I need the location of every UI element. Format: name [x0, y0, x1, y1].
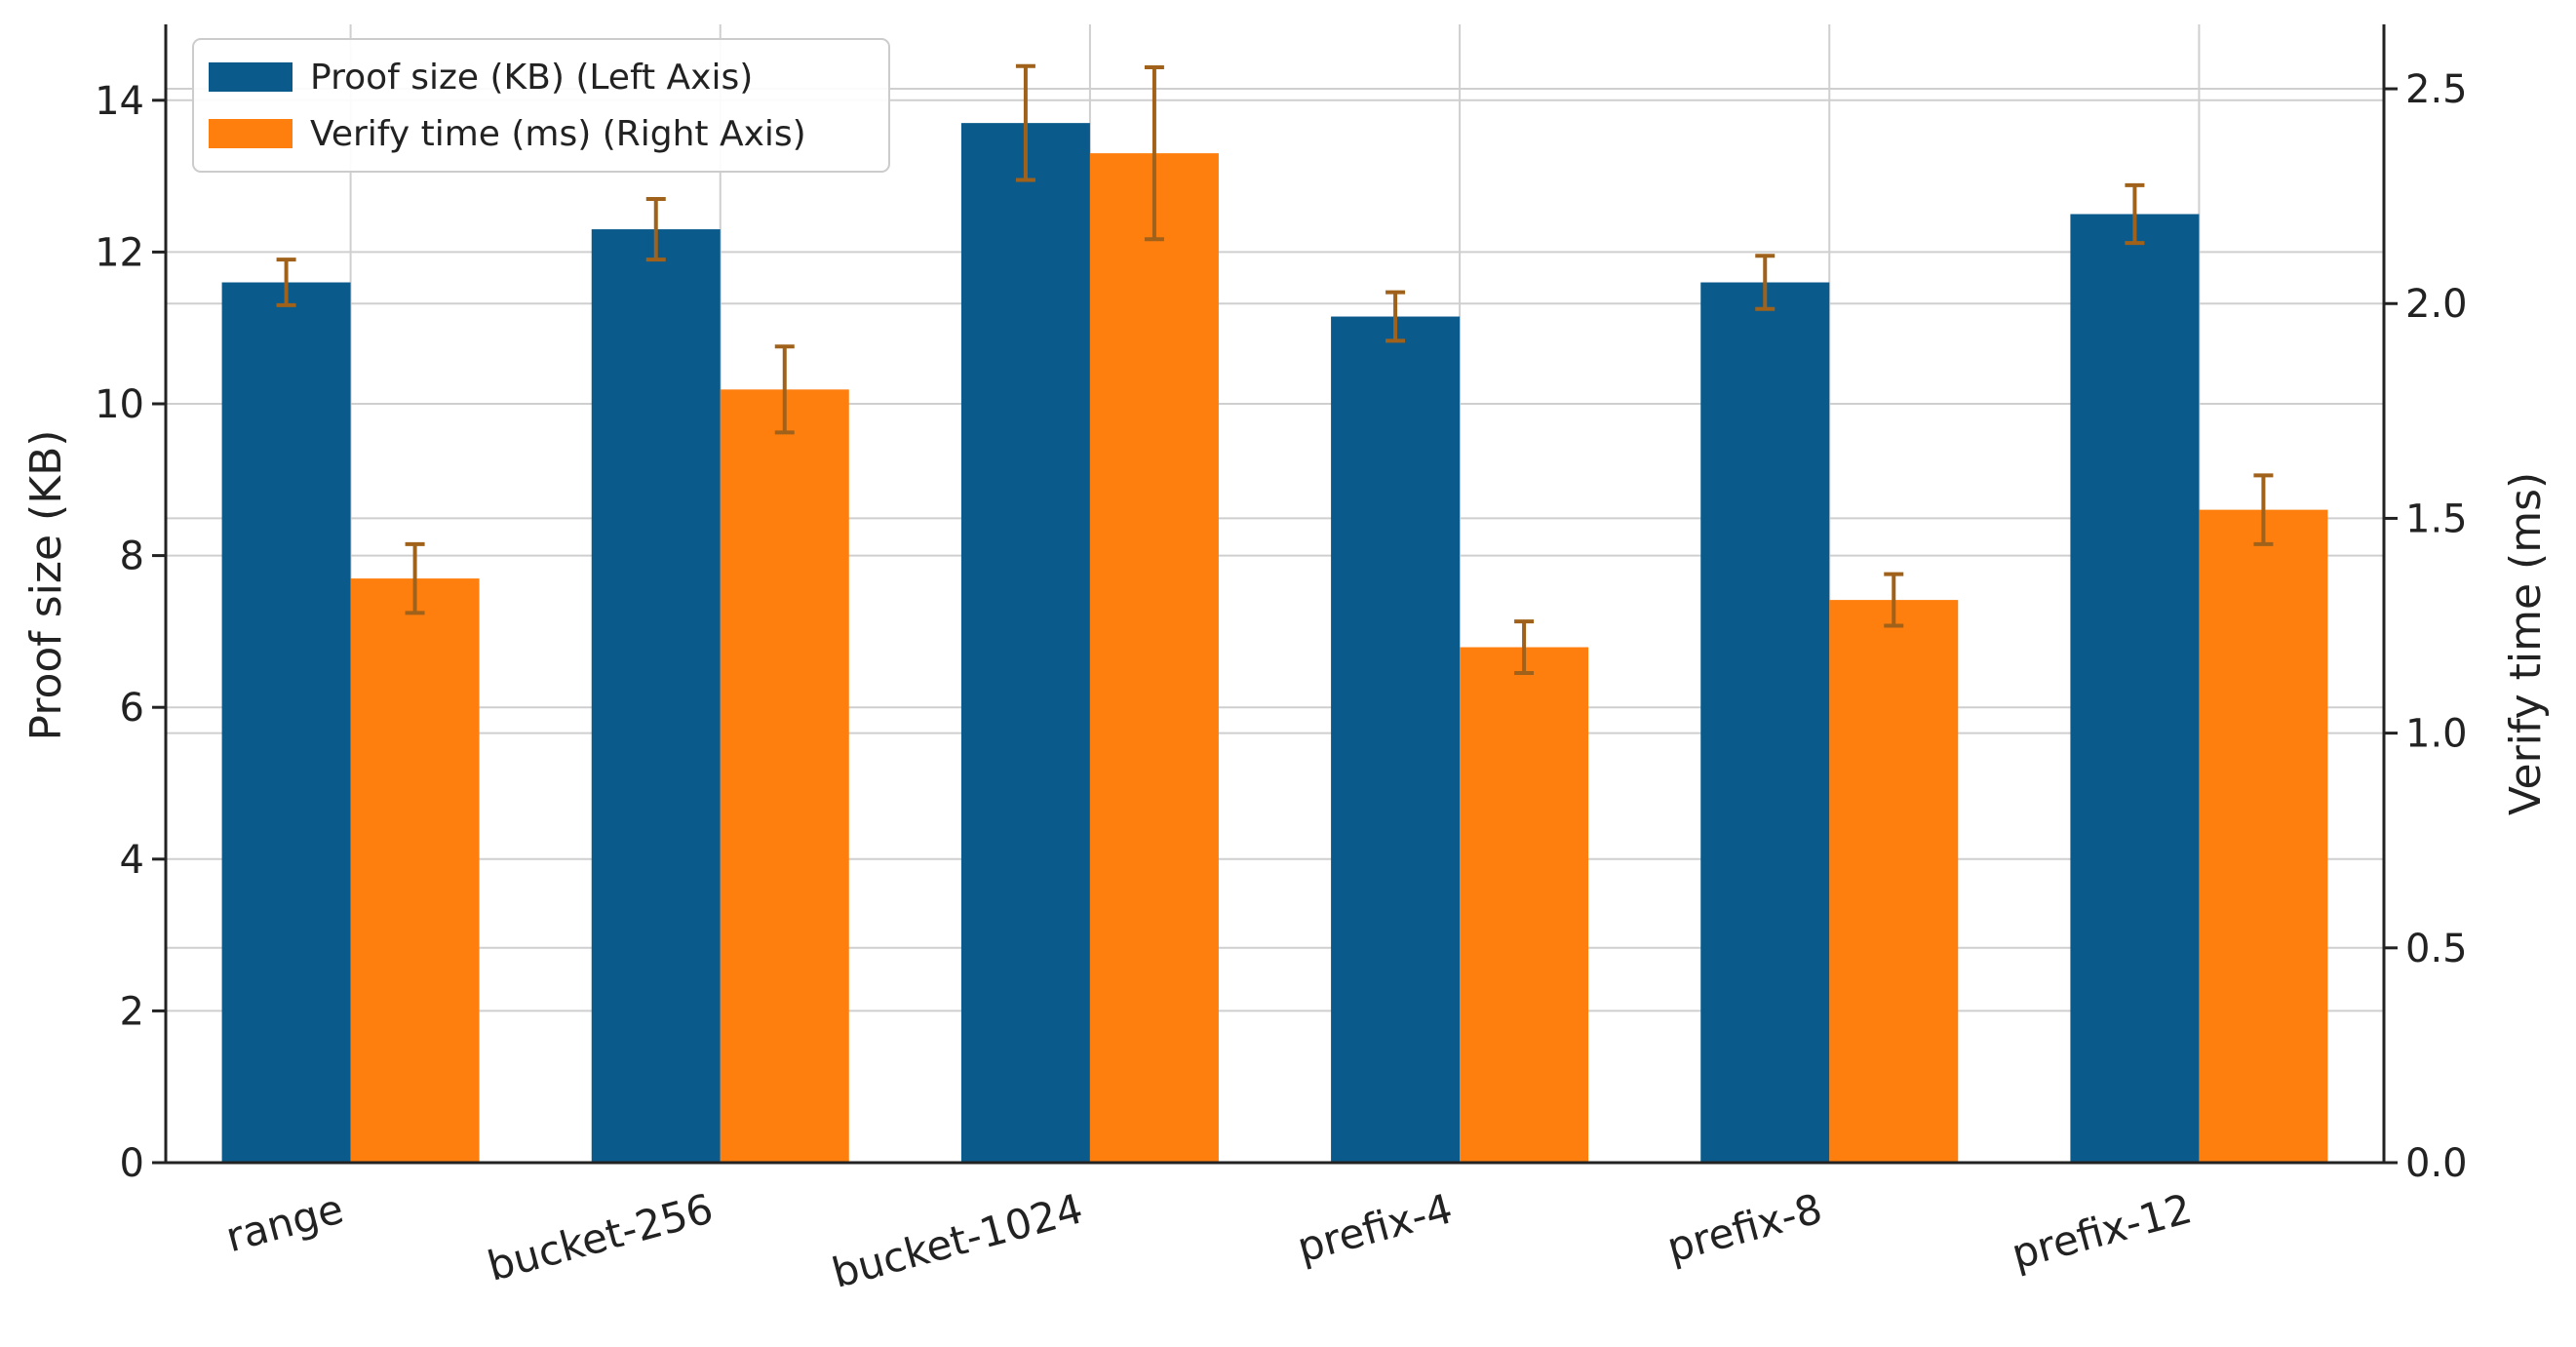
right-tick-label: 1.0 — [2405, 712, 2468, 757]
bar — [2070, 214, 2200, 1163]
bar — [1460, 647, 1589, 1163]
grid-lines — [166, 24, 2384, 1164]
left-axis-ticks: 0 2 4 6 8 10 12 14 — [95, 79, 166, 1186]
bar — [1331, 316, 1461, 1163]
category-labels: range bucket-256 bucket-1024 prefix-4 prefix… — [221, 1184, 2197, 1297]
left-tick-label: 2 — [120, 989, 144, 1034]
bar — [1089, 153, 1219, 1164]
legend-label-verify-time: Verify time (ms) (Right Axis) — [310, 114, 806, 154]
category-label: prefix-12 — [2007, 1184, 2197, 1278]
right-tick-label: 2.0 — [2405, 282, 2468, 327]
bar — [591, 229, 721, 1163]
right-tick-label: 0.5 — [2405, 927, 2468, 971]
left-tick-label: 14 — [95, 79, 144, 124]
left-tick-label: 0 — [120, 1141, 144, 1186]
left-axis-label: Proof size (KB) — [21, 430, 71, 741]
bar — [1700, 282, 1830, 1163]
error-bars — [276, 63, 2274, 675]
legend: Proof size (KB) (Left Axis) Verify time … — [192, 38, 890, 173]
category-label: bucket-256 — [483, 1184, 718, 1290]
left-tick-label: 10 — [95, 382, 144, 427]
category-label: bucket-1024 — [827, 1184, 1087, 1297]
legend-swatch-verify-time — [209, 119, 293, 148]
left-tick-label: 6 — [120, 686, 144, 731]
legend-swatch-proof-size — [209, 62, 293, 92]
bars — [221, 123, 2328, 1164]
category-label: range — [221, 1184, 349, 1261]
category-label: prefix-8 — [1662, 1184, 1827, 1271]
right-axis-label: Verify time (ms) — [2501, 472, 2551, 815]
category-label: prefix-4 — [1292, 1184, 1457, 1271]
right-axis-ticks: 0.0 0.5 1.0 1.5 2.0 2.5 — [2384, 67, 2468, 1186]
bar — [350, 578, 480, 1163]
legend-box — [192, 38, 890, 173]
left-tick-label: 8 — [120, 535, 144, 579]
bar — [960, 123, 1090, 1163]
right-tick-label: 1.5 — [2405, 496, 2468, 541]
bar — [221, 282, 351, 1163]
right-tick-label: 2.5 — [2405, 67, 2468, 112]
left-tick-label: 12 — [95, 230, 144, 275]
legend-label-proof-size: Proof size (KB) (Left Axis) — [310, 58, 753, 98]
bar — [720, 389, 849, 1163]
bar — [1829, 600, 1959, 1163]
left-tick-label: 4 — [120, 838, 144, 883]
bar — [2199, 509, 2328, 1163]
axes — [164, 24, 2386, 1165]
right-tick-label: 0.0 — [2405, 1141, 2468, 1186]
